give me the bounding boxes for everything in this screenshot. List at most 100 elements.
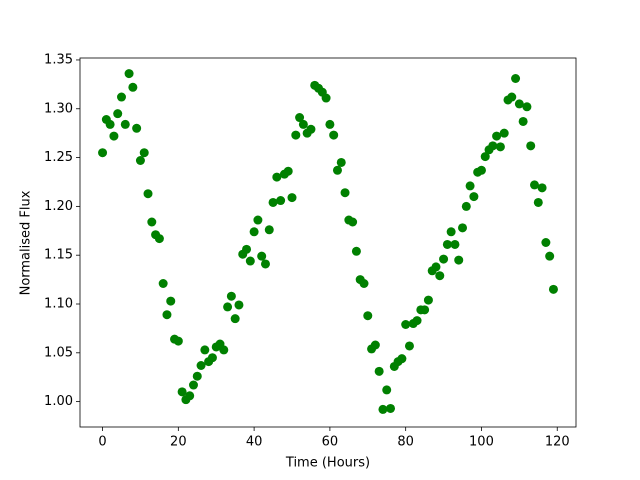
point — [196, 361, 206, 370]
point — [128, 82, 138, 92]
point — [143, 189, 153, 199]
point — [439, 254, 449, 264]
point — [230, 314, 240, 324]
point — [329, 130, 339, 140]
point — [192, 371, 202, 381]
point — [397, 354, 407, 364]
point — [154, 234, 164, 244]
point — [435, 271, 445, 281]
point — [469, 192, 479, 202]
point — [234, 300, 244, 310]
point — [442, 239, 452, 249]
point — [295, 113, 305, 123]
point — [401, 320, 411, 329]
point — [476, 165, 486, 175]
point — [522, 102, 532, 112]
point — [276, 196, 286, 206]
point — [465, 181, 475, 191]
point — [287, 193, 297, 203]
point — [98, 148, 108, 158]
point — [511, 74, 521, 83]
point — [147, 217, 157, 227]
point — [386, 403, 396, 413]
x-axis-label: Time (Hours) — [285, 456, 370, 471]
point — [325, 119, 335, 129]
point — [537, 183, 547, 193]
point — [245, 256, 255, 266]
point — [514, 99, 524, 109]
y-tick-label: 1.20 — [44, 199, 73, 214]
point — [363, 311, 373, 321]
y-tick-label: 1.00 — [44, 394, 73, 409]
point — [507, 92, 517, 102]
point — [541, 238, 551, 247]
point — [105, 119, 115, 129]
point — [264, 225, 274, 235]
point — [283, 166, 293, 176]
point — [291, 130, 301, 140]
point — [188, 380, 198, 390]
x-tick-label: 100 — [469, 435, 494, 450]
point — [374, 366, 384, 376]
point — [139, 148, 149, 158]
point — [242, 244, 252, 254]
point — [306, 124, 316, 134]
point — [454, 255, 464, 265]
point — [404, 341, 414, 351]
point — [268, 197, 278, 207]
point — [116, 92, 126, 102]
point — [492, 131, 502, 141]
point — [249, 227, 259, 237]
point — [340, 188, 350, 198]
point — [257, 251, 267, 261]
point — [200, 345, 210, 355]
y-tick-label: 1.25 — [44, 150, 73, 165]
y-tick-label: 1.05 — [44, 345, 73, 360]
point — [185, 391, 195, 401]
point — [359, 279, 369, 288]
point — [518, 116, 528, 126]
point — [370, 340, 380, 350]
y-tick-label: 1.35 — [44, 52, 73, 67]
y-tick-label: 1.30 — [44, 101, 73, 116]
point — [450, 239, 460, 249]
point — [332, 165, 342, 175]
x-tick-label: 120 — [545, 435, 570, 450]
x-tick-label: 60 — [322, 435, 339, 450]
plot-frame — [79, 57, 577, 428]
point — [223, 302, 233, 312]
point — [226, 291, 236, 301]
y-axis-label: Normalised Flux — [19, 190, 34, 295]
point — [113, 109, 123, 119]
point — [526, 141, 536, 151]
point — [120, 119, 130, 129]
point — [298, 119, 308, 129]
point — [207, 353, 217, 363]
point — [461, 201, 471, 211]
point — [382, 385, 392, 395]
point — [177, 387, 187, 397]
point — [109, 131, 119, 141]
point — [132, 123, 142, 133]
point — [321, 93, 331, 103]
x-tick-label: 80 — [397, 435, 414, 450]
point — [488, 141, 498, 151]
point — [533, 197, 543, 207]
y-tick-label: 1.15 — [44, 248, 73, 263]
point — [423, 295, 433, 305]
x-tick-label: 40 — [246, 435, 263, 450]
point — [458, 223, 468, 233]
point — [124, 69, 134, 79]
point — [480, 152, 490, 162]
point — [431, 262, 441, 272]
point — [173, 336, 183, 346]
point — [260, 259, 270, 269]
point — [412, 316, 422, 326]
point — [166, 296, 176, 306]
point — [348, 217, 358, 227]
point — [162, 310, 172, 320]
point — [351, 246, 361, 256]
point — [219, 345, 229, 355]
point — [499, 128, 509, 138]
